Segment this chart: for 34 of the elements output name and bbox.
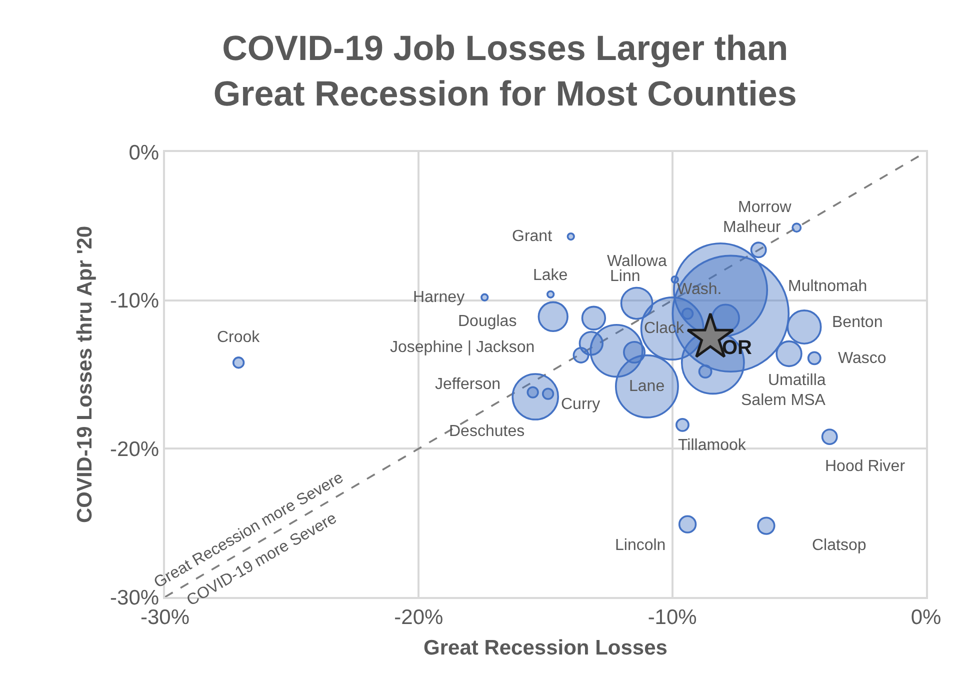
y-tick-label: -20%: [110, 438, 160, 462]
y-tick-label: 0%: [128, 141, 160, 164]
annotation: Clatsop: [812, 537, 866, 554]
annotation: Crook: [217, 329, 261, 346]
annotation: Curry: [561, 396, 600, 413]
y-tick-label: -10%: [110, 290, 160, 313]
annotation: Multnomah: [788, 278, 868, 295]
annotation: Umatilla: [768, 372, 826, 389]
annotation: Harney: [413, 289, 465, 306]
annotation: Lane: [629, 378, 665, 395]
x-tick-label: -10%: [648, 606, 697, 629]
annotation: Morrow: [738, 199, 792, 216]
annotation: Salem MSA: [741, 392, 826, 409]
annotation: Jefferson: [435, 376, 501, 393]
annotation: Linn: [610, 268, 640, 285]
annotation: Benton: [832, 314, 883, 331]
x-tick-label: 0%: [910, 606, 942, 629]
chart-title: COVID-19 Job Losses Larger than Great Recession for Most Counties: [213, 29, 797, 114]
annotation: Wash.: [677, 281, 722, 298]
annotation: Deschutes: [449, 423, 525, 440]
annotation: Malheur: [723, 219, 782, 236]
x-tick-label: -20%: [394, 606, 444, 629]
y-axis-title: COVID-19 Losses thru Apr '20: [74, 226, 97, 524]
annotation: Lincoln: [615, 537, 666, 554]
annotation: Hood River: [825, 458, 906, 475]
annotation: Grant: [512, 228, 553, 245]
annotation: Wallowa: [607, 253, 667, 270]
annotation: Wasco: [838, 350, 886, 367]
series-label: OR: [722, 337, 753, 359]
annotation: Josephine | Jackson: [390, 339, 535, 356]
x-axis-title: Great Recession Losses: [424, 636, 668, 660]
annotation: Douglas: [458, 313, 517, 330]
annotation: Lake: [533, 267, 568, 284]
annotation: Tillamook: [678, 437, 747, 454]
